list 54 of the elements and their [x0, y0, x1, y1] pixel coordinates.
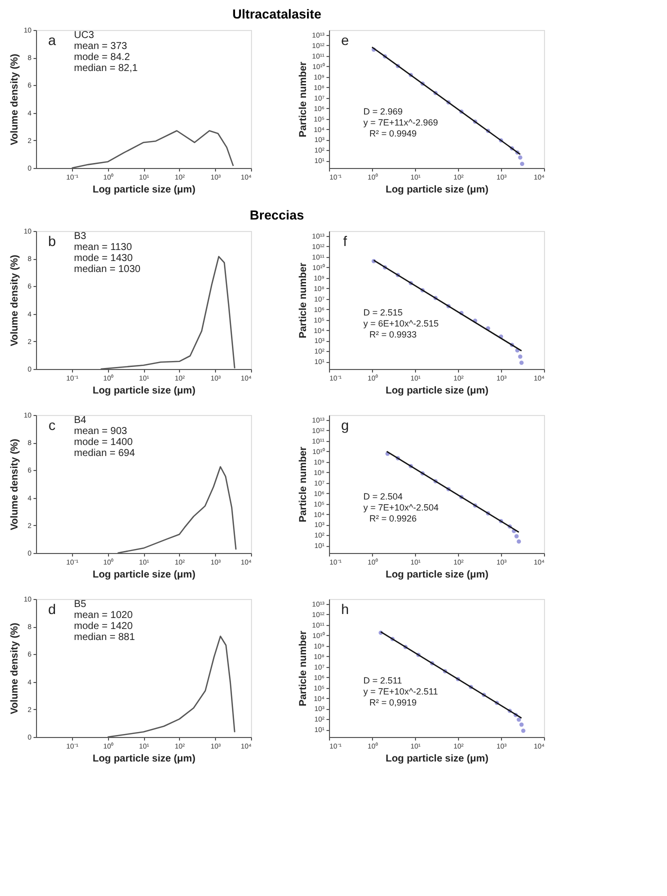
annotation: e: [341, 32, 350, 48]
annotation: D = 2.969: [363, 106, 403, 116]
x-axis-title: Log particle size (μm): [92, 570, 196, 580]
annotation: mode = 84.2: [74, 52, 130, 63]
y-axis-title: Particle number: [298, 446, 310, 522]
annotation: D = 2.515: [363, 307, 403, 318]
annotation: R² = 0.9926: [369, 513, 417, 524]
annotation: y = 7E+10x^-2.504: [363, 502, 439, 512]
annotation: y = 7E+10x^-2.511: [363, 686, 438, 696]
annotation: f: [343, 233, 348, 249]
y-axis-title: Particle number: [298, 630, 310, 706]
annotation: mode = 1420: [74, 621, 134, 632]
x-axis-title: Log particle size (μm): [386, 184, 488, 196]
annotation: median = 1030: [74, 264, 141, 275]
y-axis-title: Volume density (%): [10, 54, 21, 146]
x-axis-title: Log particle size (μm): [92, 386, 196, 396]
annotation: a: [48, 32, 56, 48]
annotation: y = 6E+10x^-2.515: [363, 318, 439, 328]
annotation: median = 82,1: [74, 63, 138, 74]
annotation: median = 881: [74, 632, 136, 643]
annotation: B4: [74, 415, 87, 426]
y-axis-title: Volume density (%): [10, 438, 21, 530]
annotation: mode = 1400: [74, 437, 134, 448]
x-axis-title: Log particle size (μm): [92, 184, 196, 196]
annotation: D = 2.511: [363, 675, 402, 686]
x-axis-title: Log particle size (μm): [386, 754, 488, 764]
annotation: B3: [74, 231, 87, 242]
annotation: g: [341, 417, 349, 433]
annotation: R² = 0.9949: [369, 128, 417, 138]
x-axis-title: Log particle size (μm): [92, 754, 196, 764]
annotation: h: [341, 601, 349, 617]
annotation: mean = 1130: [74, 242, 132, 253]
annotation: UC3: [74, 30, 94, 41]
annotation: mean = 903: [74, 426, 128, 437]
y-axis-title: Particle number: [298, 262, 310, 338]
chart-title: Breccias: [250, 208, 304, 222]
y-axis-title: Volume density (%): [10, 622, 21, 714]
x-axis-title: Log particle size (μm): [386, 570, 488, 580]
annotation: mean = 373: [74, 41, 128, 52]
annotation: B5: [74, 599, 87, 610]
y-axis-title: Particle number: [298, 62, 310, 138]
annotation: mode = 1430: [74, 253, 134, 264]
x-axis-title: Log particle size (μm): [386, 386, 488, 396]
annotation: y = 7E+11x^-2.969: [363, 117, 438, 128]
annotation: mean = 1020: [74, 610, 134, 621]
annotation: D = 2.504: [363, 491, 403, 502]
annotation: c: [48, 417, 56, 433]
annotation: R² = 0.9933: [369, 329, 417, 340]
annotation: R² = 0,9919: [369, 697, 417, 708]
chart-title: Ultracatalasite: [232, 6, 322, 22]
annotation: d: [48, 601, 56, 617]
y-axis-title: Volume density (%): [10, 254, 21, 346]
annotation: b: [48, 233, 56, 249]
annotation: median = 694: [74, 448, 136, 459]
